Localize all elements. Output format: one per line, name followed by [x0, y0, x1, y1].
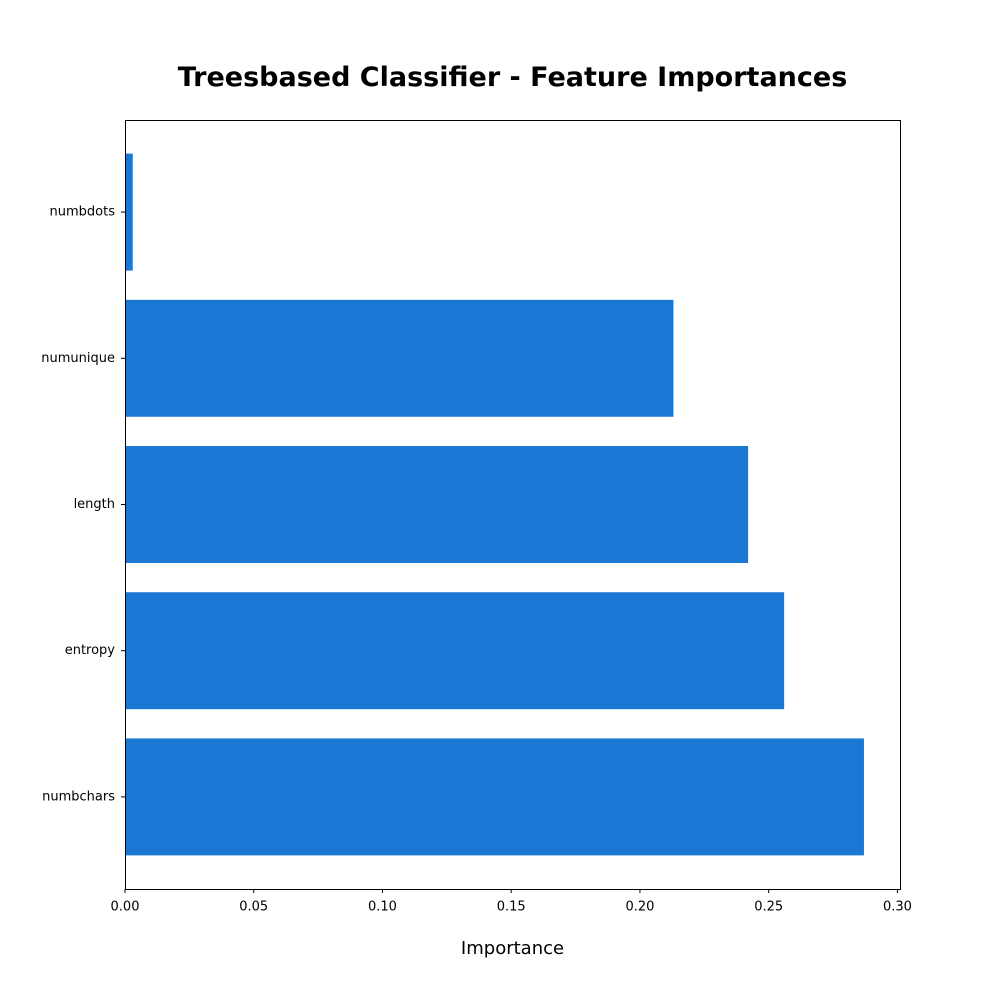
- bar-numunique: [125, 299, 674, 417]
- y-axis-ticks: numbchars entropy length numunique numbdots: [41, 205, 125, 804]
- bars-group: [125, 153, 864, 856]
- x-tick-label: 0.20: [625, 900, 654, 915]
- chart-title: Treesbased Classifier - Feature Importan…: [177, 62, 848, 93]
- y-tick-label: numbchars: [42, 789, 115, 804]
- bar-length: [125, 446, 749, 563]
- x-tick-label: 0.30: [883, 900, 912, 915]
- x-axis-label: Importance: [460, 938, 565, 959]
- bar-numbchars: [125, 738, 864, 856]
- bar-entropy: [125, 592, 785, 710]
- y-tick-label: entropy: [65, 643, 116, 658]
- x-tick-label: 0.00: [111, 900, 140, 915]
- x-axis-ticks: 0.00 0.05 0.10 0.15 0.20 0.25 0.30: [111, 889, 912, 915]
- y-tick-label: numunique: [41, 351, 115, 366]
- x-tick-label: 0.15: [497, 900, 526, 915]
- plot-frame: [125, 120, 901, 890]
- x-tick-label: 0.10: [368, 900, 397, 915]
- x-tick-label: 0.05: [239, 900, 268, 915]
- y-tick-label: numbdots: [50, 205, 116, 220]
- x-tick-label: 0.25: [754, 900, 783, 915]
- y-tick-label: length: [74, 497, 115, 512]
- bar-numbdots: [125, 153, 133, 271]
